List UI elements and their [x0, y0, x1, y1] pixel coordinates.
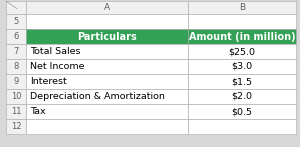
Text: Depreciation & Amortization: Depreciation & Amortization	[30, 92, 165, 101]
Bar	[6, 29, 26, 44]
Bar	[6, 59, 26, 74]
Bar	[188, 119, 296, 134]
Bar	[6, 74, 26, 89]
Bar	[188, 104, 296, 119]
Bar	[26, 1, 188, 14]
Text: 8: 8	[13, 62, 19, 71]
Bar	[6, 14, 26, 29]
Bar	[26, 44, 188, 59]
Text: $3.0: $3.0	[231, 62, 253, 71]
Bar	[26, 14, 188, 29]
Bar	[6, 89, 26, 104]
Bar	[188, 74, 296, 89]
Bar	[188, 89, 296, 104]
Bar	[26, 89, 188, 104]
Text: Total Sales: Total Sales	[30, 47, 80, 56]
Text: Amount (in million): Amount (in million)	[189, 31, 295, 41]
Bar	[26, 59, 188, 74]
Bar	[188, 1, 296, 14]
Bar	[188, 14, 296, 29]
Bar	[26, 74, 188, 89]
Text: 7: 7	[13, 47, 19, 56]
Text: Particulars: Particulars	[77, 31, 137, 41]
Text: 12: 12	[11, 122, 21, 131]
Text: $2.0: $2.0	[232, 92, 253, 101]
Bar	[26, 119, 188, 134]
Text: 9: 9	[14, 77, 19, 86]
Text: A: A	[104, 3, 110, 12]
Text: $0.5: $0.5	[232, 107, 253, 116]
Text: 10: 10	[11, 92, 21, 101]
Text: B: B	[239, 3, 245, 12]
Bar	[6, 119, 26, 134]
Bar	[188, 59, 296, 74]
Text: 11: 11	[11, 107, 21, 116]
Bar	[6, 1, 26, 14]
Text: Tax: Tax	[30, 107, 46, 116]
Text: 5: 5	[14, 17, 19, 26]
Text: Interest: Interest	[30, 77, 67, 86]
Text: 6: 6	[13, 32, 19, 41]
Bar	[26, 104, 188, 119]
Bar	[188, 44, 296, 59]
Text: $1.5: $1.5	[232, 77, 253, 86]
Bar	[188, 29, 296, 44]
Text: Net Income: Net Income	[30, 62, 85, 71]
Bar	[6, 104, 26, 119]
Bar	[6, 44, 26, 59]
Text: $25.0: $25.0	[229, 47, 256, 56]
Bar	[26, 29, 188, 44]
